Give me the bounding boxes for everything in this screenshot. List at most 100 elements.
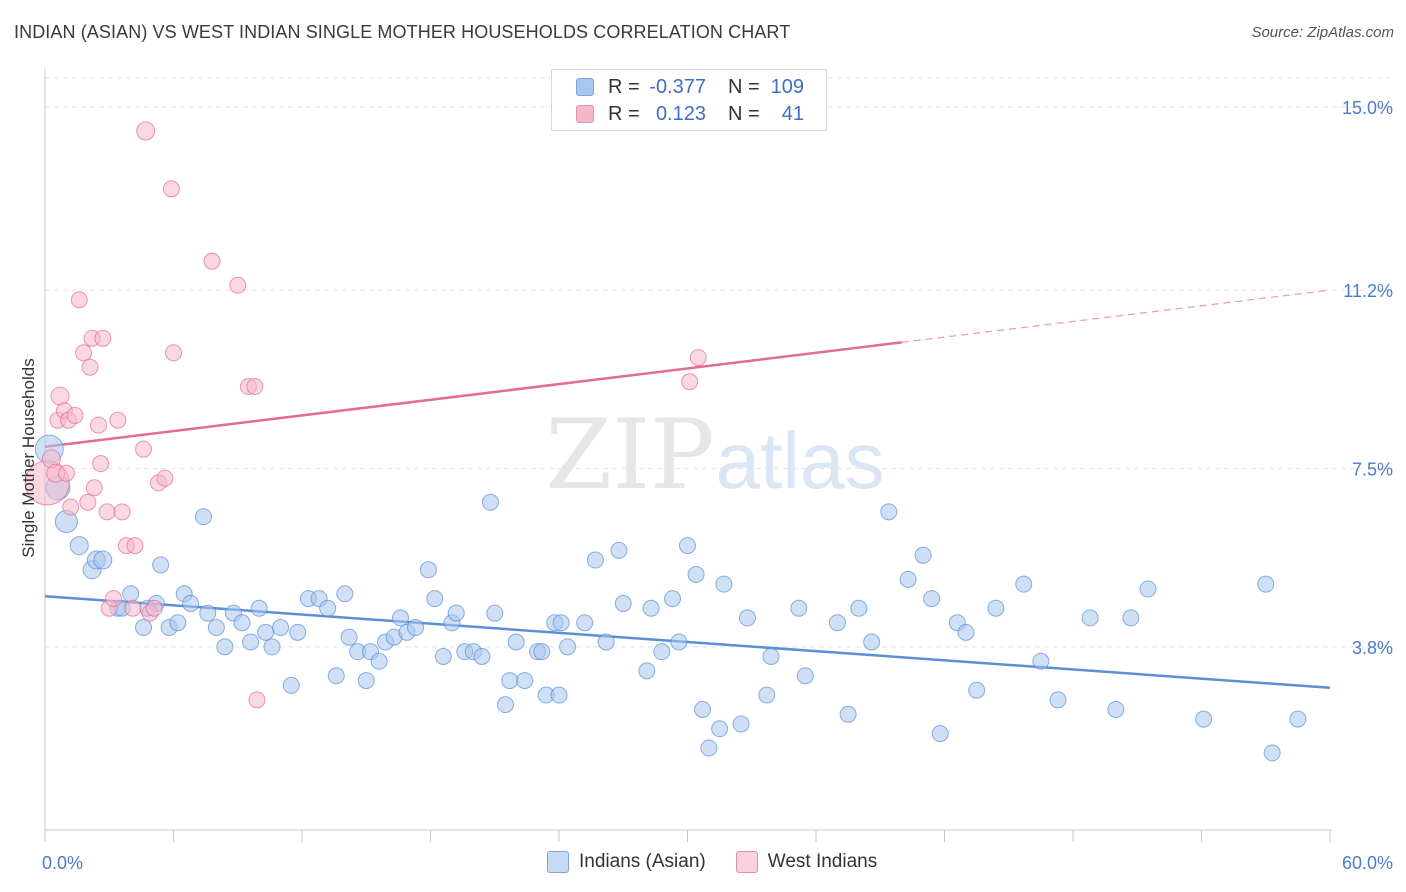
data-point <box>66 406 84 424</box>
legend-row-indians-asian: R = -0.377 N = 109 <box>576 74 804 100</box>
data-point <box>863 633 881 651</box>
data-point <box>94 329 112 347</box>
n-label: N = <box>728 102 760 125</box>
data-point <box>473 647 491 665</box>
data-point <box>689 349 707 367</box>
data-point <box>340 628 358 646</box>
data-point <box>135 440 153 458</box>
data-point <box>62 498 80 516</box>
data-point <box>248 691 266 709</box>
data-point <box>1139 580 1157 598</box>
legend-row-west-indians: R = 0.123 N = 41 <box>576 101 804 127</box>
data-point <box>85 479 103 497</box>
data-point <box>246 378 264 396</box>
data-point <box>434 647 452 665</box>
r-value: -0.377 <box>649 75 706 98</box>
legend-item-west-indians[interactable]: West Indians <box>735 851 878 873</box>
legend-label: Indians (Asian) <box>579 851 706 872</box>
legend-swatch-pink <box>576 105 594 123</box>
legend-label: West Indians <box>767 851 878 872</box>
data-point <box>507 633 525 651</box>
data-point <box>250 599 268 617</box>
data-point <box>357 672 375 690</box>
series-legend: Indians (Asian) West Indians <box>547 851 907 873</box>
x-tick-label: 0.0% <box>42 853 83 873</box>
watermark: ZIP atlas <box>545 399 884 511</box>
data-point <box>850 599 868 617</box>
data-point <box>203 252 221 270</box>
data-point <box>105 590 123 608</box>
data-point <box>559 638 577 656</box>
legend-swatch-blue <box>547 851 569 873</box>
data-point <box>81 358 99 376</box>
y-tick-label: 3.8% <box>1352 638 1393 658</box>
data-point <box>182 594 200 612</box>
data-point <box>828 614 846 632</box>
data-point <box>711 720 729 738</box>
data-point <box>899 570 917 588</box>
data-point <box>233 614 251 632</box>
data-point <box>681 373 699 391</box>
chart-title: INDIAN (ASIAN) VS WEST INDIAN SINGLE MOT… <box>14 22 791 42</box>
data-point <box>70 291 88 309</box>
data-point <box>880 503 898 521</box>
data-point <box>516 672 534 690</box>
data-point <box>914 546 932 564</box>
data-point <box>272 619 290 637</box>
data-point <box>136 121 156 141</box>
data-point <box>194 508 212 526</box>
data-point <box>1122 609 1140 627</box>
data-point <box>715 575 733 593</box>
legend-swatch-pink <box>735 851 758 873</box>
n-value: 41 <box>781 102 804 125</box>
data-point <box>550 686 568 704</box>
y-tick-labels: 3.8% 7.5% 11.2% 15.0% <box>1342 98 1393 658</box>
data-point <box>1015 575 1033 593</box>
data-point <box>664 590 682 608</box>
r-value: 0.123 <box>655 102 706 125</box>
r-label: R = <box>608 75 640 98</box>
data-point <box>614 594 632 612</box>
legend-item-indians-asian[interactable]: Indians (Asian) <box>547 851 706 873</box>
data-point <box>319 599 337 617</box>
data-point <box>156 469 174 487</box>
r-label: R = <box>608 102 640 125</box>
data-point <box>257 623 275 641</box>
data-point <box>336 585 354 603</box>
data-point <box>1289 710 1307 728</box>
data-point <box>552 614 570 632</box>
data-point <box>586 551 604 569</box>
data-point <box>282 676 300 694</box>
data-point <box>687 566 705 584</box>
data-point <box>693 700 711 718</box>
source-note: Source: ZipAtlas.com <box>1251 24 1394 41</box>
data-point <box>738 609 756 627</box>
data-point <box>370 652 388 670</box>
data-point <box>638 662 656 680</box>
y-tick-label: 7.5% <box>1352 459 1393 479</box>
data-point <box>57 464 75 482</box>
data-point <box>135 619 153 637</box>
data-point <box>98 503 116 521</box>
data-point <box>75 344 93 362</box>
stats-legend: R = -0.377 N = 109 R = 0.123 N = 41 <box>551 69 827 131</box>
data-point <box>122 585 140 603</box>
data-point <box>987 599 1005 617</box>
data-point <box>145 599 163 617</box>
data-point <box>69 536 89 556</box>
data-point <box>486 604 504 622</box>
data-point <box>1263 744 1281 762</box>
data-point <box>576 614 594 632</box>
data-point <box>597 633 615 651</box>
data-point <box>152 556 170 574</box>
data-point <box>610 541 628 559</box>
data-point <box>392 609 410 627</box>
data-point <box>93 550 113 570</box>
data-point <box>1032 652 1050 670</box>
data-point <box>533 643 551 661</box>
data-point <box>1257 575 1275 593</box>
data-point <box>796 667 814 685</box>
data-point <box>642 599 660 617</box>
data-point <box>1195 710 1213 728</box>
